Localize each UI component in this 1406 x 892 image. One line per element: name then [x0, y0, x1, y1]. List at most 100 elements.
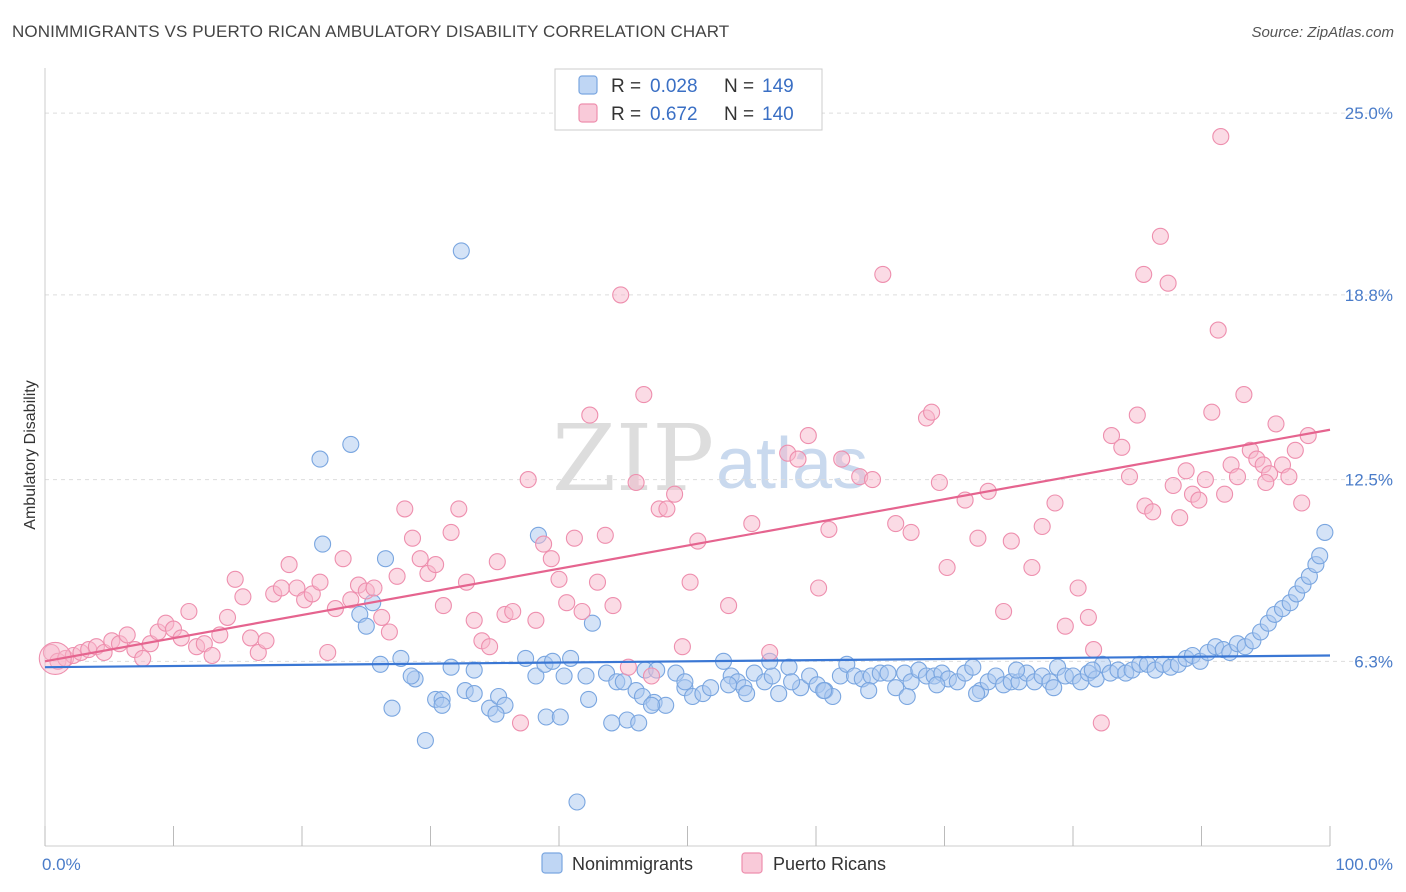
puerto-ricans-point: [1002, 532, 1020, 550]
puerto-ricans-point: [1085, 641, 1103, 659]
y-tick-label: 12.5%: [1345, 471, 1393, 490]
puerto-ricans-point: [1228, 468, 1247, 486]
puerto-ricans-point: [195, 635, 213, 653]
series-legend: Nonimmigrants Puerto Ricans: [541, 852, 886, 874]
nonimmigrants-point: [887, 679, 905, 697]
puerto-ricans-point: [1056, 617, 1074, 635]
puerto-ricans-point: [635, 386, 653, 404]
legend-swatch-puerto-ricans: [578, 103, 598, 123]
nonimmigrants-point: [898, 687, 916, 706]
puerto-ricans-point: [257, 632, 275, 650]
legend-label-nonimmigrants: Nonimmigrants: [572, 854, 693, 874]
nonimmigrants-point: [702, 679, 720, 697]
legend-swatch-puerto-ricans: [741, 852, 763, 874]
nonimmigrants-point: [860, 682, 878, 700]
puerto-ricans-point: [820, 520, 838, 538]
puerto-ricans-point: [403, 529, 422, 547]
puerto-ricans-point: [457, 573, 476, 591]
puerto-ricans-point: [1159, 274, 1177, 292]
chart-title: NONIMMIGRANTS VS PUERTO RICAN AMBULATORY…: [12, 22, 730, 41]
puerto-ricans-point: [658, 500, 676, 518]
y-axis-label: Ambulatory Disability: [22, 380, 39, 529]
puerto-ricans-point: [1196, 471, 1214, 489]
x-tick-label: 0.0%: [42, 855, 81, 874]
puerto-ricans-point: [1257, 473, 1275, 492]
puerto-ricans-point: [519, 471, 537, 489]
nonimmigrants-points: [311, 242, 1334, 811]
nonimmigrants-point: [551, 708, 569, 726]
y-tick-label: 25.0%: [1345, 104, 1393, 123]
puerto-ricans-point: [761, 643, 779, 662]
puerto-ricans-point: [1203, 403, 1221, 421]
nonimmigrants-point: [402, 667, 420, 685]
puerto-ricans-point: [442, 523, 460, 541]
nonimmigrants-point: [416, 731, 434, 750]
nonimmigrants-point: [487, 705, 505, 723]
puerto-ricans-point: [1102, 427, 1121, 445]
puerto-ricans-point: [666, 485, 684, 503]
nonimmigrants-point: [311, 450, 329, 468]
puerto-ricans-point: [612, 286, 630, 304]
x-tick-label: 100.0%: [1335, 855, 1393, 874]
puerto-ricans-point: [743, 515, 761, 533]
puerto-ricans-point: [1164, 476, 1182, 495]
legend-n-label: N =: [724, 76, 754, 97]
puerto-ricans-trendline: [44, 428, 1331, 663]
nonimmigrants-point: [342, 435, 360, 453]
nonimmigrants-trendline: [44, 654, 1331, 669]
puerto-ricans-point: [810, 579, 828, 597]
puerto-ricans-point: [342, 591, 360, 609]
legend-swatch-nonimmigrants: [541, 852, 563, 874]
puerto-ricans-point: [388, 567, 406, 585]
nonimmigrants-point: [1311, 547, 1329, 565]
puerto-ricans-point: [833, 450, 851, 468]
puerto-ricans-point: [619, 658, 637, 676]
nonimmigrants-point: [1083, 661, 1101, 679]
nonimmigrants-point: [568, 793, 586, 811]
puerto-ricans-point: [1092, 714, 1110, 732]
nonimmigrants-point: [577, 667, 595, 685]
nonimmigrants-point: [928, 676, 946, 694]
puerto-ricans-point: [902, 523, 920, 541]
puerto-ricans-point: [1267, 415, 1285, 433]
puerto-ricans-point: [874, 265, 892, 283]
nonimmigrants-point: [1045, 679, 1063, 697]
puerto-ricans-point: [396, 500, 414, 518]
nonimmigrants-point: [314, 535, 332, 553]
watermark: ZIP atlas: [552, 405, 868, 512]
axes: [44, 68, 1331, 847]
puerto-ricans-point: [1177, 462, 1195, 480]
puerto-ricans-point: [134, 649, 152, 667]
nonimmigrants-point: [392, 649, 410, 667]
puerto-ricans-point: [434, 597, 452, 615]
x-tick-labels: 0.0% 100.0%: [42, 855, 1393, 874]
puerto-ricans-point: [288, 579, 306, 597]
puerto-ricans-point: [689, 532, 707, 550]
puerto-ricans-point: [673, 638, 691, 656]
puerto-ricans-point: [380, 623, 398, 641]
puerto-ricans-point: [1286, 441, 1304, 459]
puerto-ricans-point: [1280, 468, 1298, 486]
nonimmigrants-point: [580, 690, 598, 708]
puerto-ricans-point: [234, 588, 252, 606]
puerto-ricans-point: [923, 403, 941, 421]
nonimmigrants-point: [770, 685, 788, 703]
trendlines: [44, 428, 1331, 669]
puerto-ricans-point: [272, 579, 290, 597]
puerto-ricans-point: [527, 611, 545, 629]
puerto-ricans-point: [1128, 406, 1146, 424]
nonimmigrants-point: [964, 658, 982, 676]
nonimmigrants-point: [383, 699, 401, 717]
puerto-ricans-point: [1079, 608, 1097, 626]
source-credit: Source: ZipAtlas.com: [1251, 24, 1394, 41]
puerto-ricans-point: [558, 594, 576, 612]
nonimmigrants-point: [433, 696, 451, 714]
nonimmigrants-point: [676, 673, 694, 691]
puerto-ricans-point: [573, 602, 591, 621]
puerto-ricans-point: [511, 714, 530, 732]
correlation-legend: R = 0.028 N = 149 R = 0.672 N = 140: [554, 68, 823, 131]
puerto-ricans-point: [373, 608, 391, 626]
nonimmigrants-point: [517, 649, 535, 667]
puerto-ricans-point: [938, 558, 956, 577]
